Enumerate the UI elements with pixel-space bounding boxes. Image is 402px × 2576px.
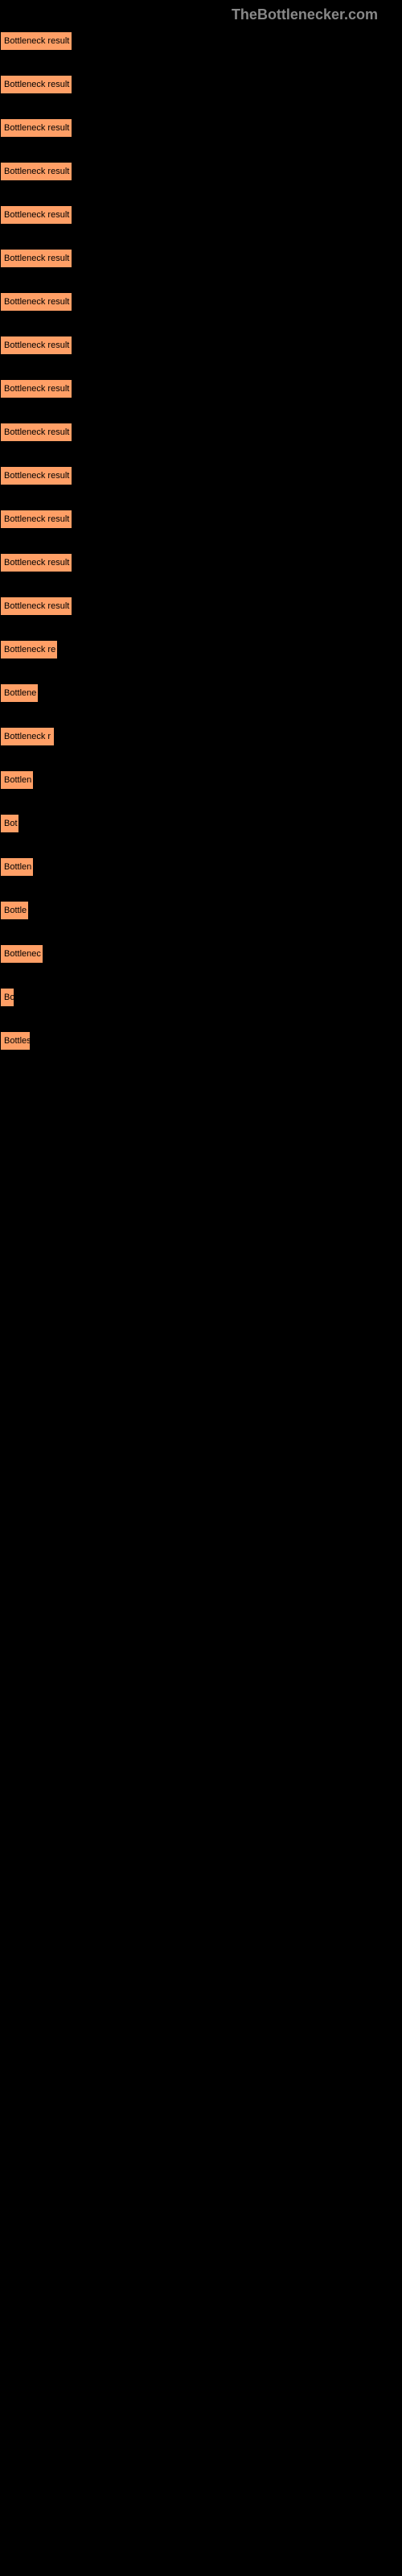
bar[interactable]: Bottleneck result [0, 423, 72, 442]
bar[interactable]: Bottlene [0, 683, 39, 703]
bar[interactable]: Bottleneck result [0, 597, 72, 616]
bar-row: Bottlenec [0, 944, 402, 964]
bar-row: Bottleneck result [0, 118, 402, 138]
bar-row: Bottleneck result [0, 31, 402, 51]
bar[interactable]: Bottleneck result [0, 336, 72, 355]
bar[interactable]: Bottleneck re [0, 640, 58, 659]
bar-row: Bottlene [0, 683, 402, 703]
bar-row: Bottleneck result [0, 553, 402, 572]
bar-row: Bottleneck result [0, 205, 402, 225]
bar-row: Bottles [0, 1031, 402, 1051]
bar-row: Bot [0, 814, 402, 833]
bar[interactable]: Bottles [0, 1031, 31, 1051]
bar[interactable]: Bottleneck result [0, 249, 72, 268]
bar-chart: Bottleneck result Bottleneck result Bottle… [0, 23, 402, 1083]
bar[interactable]: Bottleneck result [0, 162, 72, 181]
bar[interactable]: Bottleneck result [0, 379, 72, 398]
bar-row: Bottleneck result [0, 510, 402, 529]
brand-text: TheBottlenecker.com [232, 6, 378, 23]
bar-row: Bo [0, 988, 402, 1007]
bar[interactable]: Bottleneck result [0, 31, 72, 51]
bar-row: Bottleneck r [0, 727, 402, 746]
bar-row: Bottle [0, 901, 402, 920]
bar[interactable]: Bottleneck result [0, 205, 72, 225]
bar-row: Bottleneck result [0, 162, 402, 181]
bar-row: Bottlen [0, 857, 402, 877]
bar-row: Bottleneck result [0, 249, 402, 268]
bar-row: Bottlen [0, 770, 402, 790]
bar[interactable]: Bo [0, 988, 14, 1007]
bar[interactable]: Bottlen [0, 857, 34, 877]
bar[interactable]: Bottlenec [0, 944, 43, 964]
bar[interactable]: Bottleneck result [0, 118, 72, 138]
bar-row: Bottleneck result [0, 75, 402, 94]
bar[interactable]: Bot [0, 814, 19, 833]
bar-row: Bottleneck result [0, 336, 402, 355]
bar-row: Bottleneck result [0, 292, 402, 312]
bar-row: Bottleneck result [0, 466, 402, 485]
bar[interactable]: Bottlen [0, 770, 34, 790]
bar[interactable]: Bottleneck result [0, 510, 72, 529]
bar[interactable]: Bottleneck r [0, 727, 55, 746]
bar[interactable]: Bottleneck result [0, 292, 72, 312]
bar-row: Bottleneck result [0, 597, 402, 616]
bar-row: Bottleneck result [0, 423, 402, 442]
bar-row: Bottleneck re [0, 640, 402, 659]
bar-row: Bottleneck result [0, 379, 402, 398]
bar[interactable]: Bottleneck result [0, 75, 72, 94]
bar[interactable]: Bottle [0, 901, 29, 920]
brand-header: TheBottlenecker.com [0, 0, 402, 23]
bar[interactable]: Bottleneck result [0, 466, 72, 485]
bar[interactable]: Bottleneck result [0, 553, 72, 572]
